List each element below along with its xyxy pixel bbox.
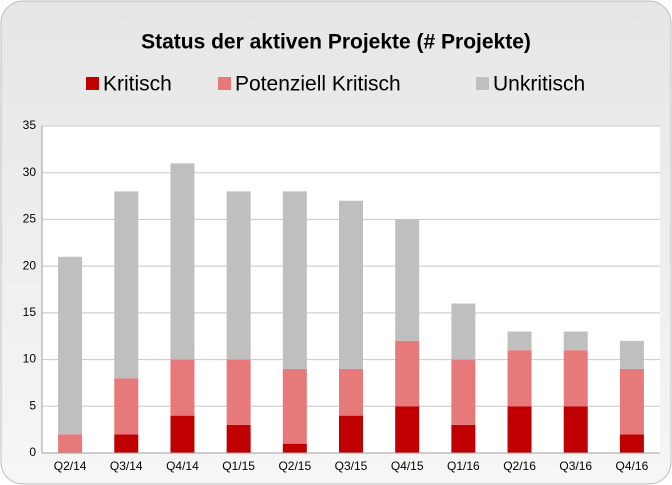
bar-segment [451, 424, 476, 453]
bar-segment [58, 434, 83, 453]
legend-label: Kritisch [103, 73, 172, 96]
bar-segment [282, 368, 307, 444]
y-tick-label: 30 [23, 165, 37, 179]
bar-segment [226, 424, 251, 453]
x-tick-label: Q3/15 [335, 459, 368, 473]
bar-segment [339, 200, 363, 369]
bar-segment [507, 406, 532, 453]
bar-segment [507, 331, 532, 351]
y-tick-label: 35 [23, 118, 37, 132]
bar-segment [507, 350, 532, 407]
x-tick-label: Q3/14 [110, 459, 143, 473]
x-tick-label: Q1/15 [222, 459, 255, 473]
chart-title: Status der aktiven Projekte (# Projekte) [141, 31, 531, 54]
bar-segment [395, 340, 420, 407]
legend-swatch [86, 77, 99, 90]
x-tick-label: Q2/15 [278, 459, 311, 473]
bar-segment [226, 191, 251, 360]
y-tick-label: 0 [29, 445, 36, 459]
bar-segment [563, 350, 588, 407]
bar-segment [619, 434, 644, 453]
legend-label: Potenziell Kritisch [235, 73, 401, 96]
bar-segment [226, 359, 251, 425]
y-tick-label: 5 [29, 398, 36, 412]
bar-segment [114, 191, 139, 379]
bar-segment [170, 163, 195, 360]
bar-segment [114, 378, 139, 435]
bar-segment [170, 415, 195, 453]
legend-label: Unkritisch [493, 73, 585, 96]
x-tick-label: Q1/16 [447, 459, 480, 473]
x-tick-label: Q2/14 [54, 459, 87, 473]
bar-segment [451, 303, 476, 360]
legend-swatch [476, 77, 489, 90]
x-tick-label: Q3/16 [559, 459, 592, 473]
bar-segment [339, 415, 363, 453]
bar-segment [395, 219, 420, 341]
bar-segment [58, 256, 83, 435]
x-tick-label: Q2/16 [503, 459, 536, 473]
bar-segment [395, 406, 420, 453]
bar-segment [619, 340, 644, 369]
y-tick-label: 10 [23, 352, 37, 366]
y-tick-label: 25 [23, 212, 37, 226]
bar-segment [563, 406, 588, 453]
bar-segment [619, 368, 644, 435]
bar-segment [282, 191, 307, 369]
bar-segment [114, 434, 139, 453]
bar-segment [170, 359, 195, 416]
x-tick-label: Q4/14 [166, 459, 199, 473]
bar-segment [451, 359, 476, 425]
x-tick-label: Q4/16 [616, 459, 649, 473]
y-tick-label: 15 [23, 305, 37, 319]
bar-segment [563, 331, 588, 351]
bar-segment [282, 443, 307, 453]
bar-segment [339, 368, 363, 416]
y-tick-label: 20 [23, 258, 37, 272]
legend-swatch [218, 77, 231, 90]
x-tick-label: Q4/15 [391, 459, 424, 473]
